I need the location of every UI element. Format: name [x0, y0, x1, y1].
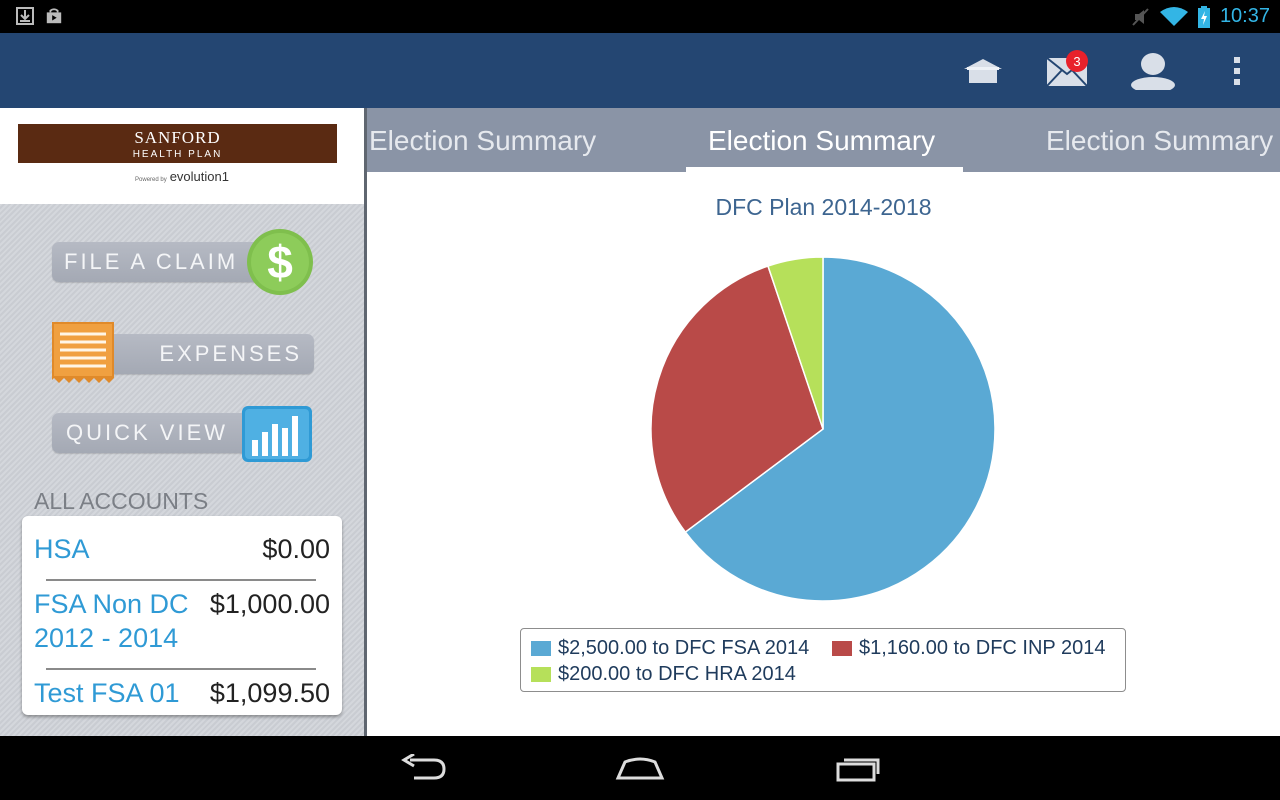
accounts-card: HSA $0.00 FSA Non DC 2012 - 2014 $1,000.…	[22, 516, 342, 715]
powered-by: Powered by evolution1	[135, 169, 229, 184]
profile-icon	[1131, 52, 1175, 90]
account-amount: $1,000.00	[209, 589, 330, 619]
expenses-button[interactable]: EXPENSES	[50, 320, 314, 386]
all-accounts-title: ALL ACCOUNTS	[34, 488, 209, 514]
home-button[interactable]	[956, 33, 1010, 108]
file-a-claim-button[interactable]: FILE A CLAIM $	[52, 229, 314, 306]
mute-icon	[1132, 7, 1149, 26]
home-icon	[964, 58, 1002, 83]
tab-election-summary-prev[interactable]: Election Summary	[369, 125, 597, 156]
account-amount: $0.00	[262, 534, 330, 564]
legend-swatch	[832, 641, 852, 656]
brand-header: SANFORD HEALTH PLAN Powered by evolution1	[0, 108, 364, 204]
back-icon	[401, 754, 446, 780]
sanford-logo: SANFORD HEALTH PLAN	[18, 124, 337, 163]
wifi-icon	[1159, 6, 1188, 26]
system-nav-bar	[0, 736, 1280, 800]
recents-button[interactable]	[828, 750, 888, 786]
account-name: FSA Non DC 2012 - 2014	[34, 589, 189, 653]
legend-swatch	[531, 667, 551, 682]
pie-slice[interactable]	[650, 265, 824, 534]
account-row-hsa[interactable]: HSA $0.00	[34, 532, 330, 572]
mail-badge: 3	[1066, 50, 1088, 72]
quick-view-button[interactable]: QUICK VIEW	[52, 406, 314, 464]
chart-title: DFC Plan 2014-2018	[715, 194, 932, 220]
sidebar: SANFORD HEALTH PLAN Powered by evolution1…	[0, 108, 364, 736]
home-nav-icon	[615, 757, 665, 780]
svg-text:$: $	[267, 236, 293, 288]
battery-charging-icon	[1197, 5, 1210, 28]
quick-view-label: QUICK VIEW	[52, 413, 271, 453]
account-name: Test FSA 01	[34, 678, 180, 708]
legend-swatch	[531, 641, 551, 656]
overflow-menu-button[interactable]	[1222, 33, 1252, 108]
expenses-label: EXPENSES	[80, 334, 314, 374]
back-button[interactable]	[394, 750, 454, 786]
tab-election-summary-current[interactable]: Election Summary	[708, 125, 936, 156]
account-divider	[46, 579, 316, 581]
action-bar: 3	[0, 33, 1280, 108]
home-nav-button[interactable]	[610, 750, 670, 786]
pie-slice[interactable]	[767, 256, 824, 430]
profile-button[interactable]	[1126, 33, 1180, 108]
account-row-fsa-non-dc[interactable]: FSA Non DC 2012 - 2014 $1,000.00	[34, 587, 330, 657]
tab-election-summary-next[interactable]: Election Summary	[1046, 125, 1274, 156]
recents-icon	[836, 758, 880, 782]
account-amount: $1,099.50	[209, 678, 330, 708]
clock-time: 10:37	[1219, 5, 1270, 27]
legend-item: $2,500.00 to DFC FSA 2014	[531, 637, 809, 660]
overflow-menu-icon	[1234, 56, 1240, 85]
dollar-icon: $	[247, 229, 313, 295]
account-divider	[46, 668, 316, 670]
file-a-claim-label: FILE A CLAIM	[52, 242, 269, 282]
legend-item: $1,160.00 to DFC INP 2014	[832, 637, 1105, 660]
legend-item: $200.00 to DFC HRA 2014	[531, 663, 796, 686]
mail-button[interactable]: 3	[1040, 33, 1094, 108]
bar-chart-icon	[242, 406, 312, 462]
main-panel: Election Summary Election Summary Electi…	[367, 108, 1280, 736]
download-icon	[16, 7, 34, 25]
receipt-icon	[52, 322, 114, 383]
status-bar: 10:37	[0, 0, 1280, 33]
panel-divider	[364, 108, 367, 736]
pie-slice[interactable]	[684, 256, 996, 602]
tab-bar: Election Summary Election Summary Electi…	[367, 108, 1280, 172]
tab-indicator	[686, 167, 963, 172]
account-row-test-fsa[interactable]: Test FSA 01 $1,099.50	[34, 676, 330, 715]
chart-legend: $2,500.00 to DFC FSA 2014 $1,160.00 to D…	[520, 628, 1126, 692]
store-bag-icon	[46, 8, 62, 24]
pie-chart	[650, 256, 996, 602]
account-name: HSA	[34, 534, 90, 564]
